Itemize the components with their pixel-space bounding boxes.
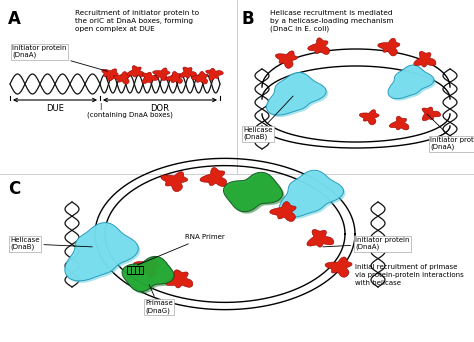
Polygon shape [279, 170, 344, 217]
Polygon shape [65, 223, 138, 281]
Polygon shape [414, 51, 436, 67]
Polygon shape [124, 259, 176, 293]
Polygon shape [268, 75, 328, 117]
Polygon shape [307, 229, 334, 247]
Polygon shape [378, 38, 400, 56]
Polygon shape [270, 201, 296, 222]
Polygon shape [165, 71, 182, 83]
Polygon shape [180, 67, 197, 78]
Polygon shape [224, 172, 283, 212]
Polygon shape [191, 71, 208, 84]
Polygon shape [359, 110, 379, 125]
Text: (containing DnaA boxes): (containing DnaA boxes) [87, 112, 173, 118]
Polygon shape [308, 38, 329, 54]
Polygon shape [325, 257, 352, 277]
Polygon shape [275, 51, 297, 68]
Text: DUE: DUE [46, 104, 64, 113]
Text: Initiator protein
(DnaA): Initiator protein (DnaA) [427, 114, 474, 150]
Polygon shape [281, 172, 346, 219]
Text: Initiator protein
(DnaA): Initiator protein (DnaA) [323, 237, 410, 250]
Polygon shape [127, 66, 144, 77]
Polygon shape [67, 225, 140, 283]
Text: Helicase recruitment is mediated
by a helicase-loading mechanism
(DnaC in E. col: Helicase recruitment is mediated by a he… [270, 10, 393, 32]
Text: A: A [8, 10, 21, 28]
Text: C: C [8, 180, 20, 198]
Polygon shape [113, 71, 130, 84]
Text: DOR: DOR [151, 104, 170, 113]
Polygon shape [122, 256, 174, 292]
Text: Initial recruitment of primase
via protein-protein interactions
with helicase: Initial recruitment of primase via prote… [355, 264, 464, 286]
Polygon shape [200, 168, 227, 186]
Text: Helicase
(DnaB): Helicase (DnaB) [10, 237, 92, 250]
Polygon shape [390, 67, 436, 101]
Polygon shape [142, 72, 158, 84]
Text: Helicase
(DnaB): Helicase (DnaB) [243, 96, 293, 141]
Text: Primase
(DnaG): Primase (DnaG) [145, 285, 173, 314]
Polygon shape [133, 257, 161, 277]
Polygon shape [161, 172, 188, 192]
Text: Recruitment of initiator protein to
the oriC at DnaA boxes, forming
open complex: Recruitment of initiator protein to the … [75, 10, 199, 32]
Text: B: B [242, 10, 255, 28]
Text: |: | [99, 103, 101, 110]
Polygon shape [389, 116, 409, 130]
Text: Initiator protein
(DnaA): Initiator protein (DnaA) [12, 45, 107, 71]
Polygon shape [388, 65, 434, 98]
Polygon shape [226, 174, 284, 214]
Polygon shape [206, 68, 223, 80]
Polygon shape [166, 270, 193, 288]
Polygon shape [153, 68, 170, 81]
Polygon shape [266, 73, 326, 115]
Text: RNA Primer: RNA Primer [137, 234, 225, 265]
Polygon shape [422, 107, 441, 121]
Polygon shape [102, 69, 118, 81]
